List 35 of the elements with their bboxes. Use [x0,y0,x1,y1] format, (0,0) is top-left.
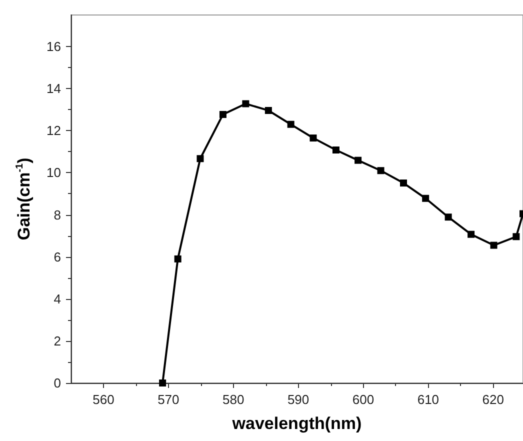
point [332,146,340,154]
point [196,155,204,162]
x-tick-label: 580 [222,392,244,407]
point [512,233,520,240]
point [468,230,475,238]
point [400,180,408,187]
point [310,134,317,142]
y-tick-label: 12 [46,123,61,138]
x-tick-label: 600 [352,392,374,407]
point [377,167,384,174]
point [287,120,294,128]
x-tick-label: 610 [417,392,440,407]
x-tick-label: 620 [482,392,504,407]
point [219,110,226,118]
x-tick-label: 590 [287,392,310,407]
point [159,380,166,386]
point [264,106,272,114]
y-tick-label: 0 [54,376,61,390]
point [354,156,362,164]
point [444,214,452,221]
point [422,194,430,202]
y-tick-label: 8 [54,207,61,222]
point [490,242,498,249]
point [174,255,182,262]
x-tick-label: 570 [158,392,180,407]
y-tick-label: 2 [54,333,61,348]
y-axis-title: Gain(cm-1) [14,158,34,240]
y-tick-label: 14 [46,81,61,96]
y-tick-label: 4 [54,291,61,306]
x-axis-title: wavelength(nm) [231,414,362,433]
y-tick-label: 6 [54,249,61,264]
x-tick-label: 560 [92,392,114,407]
point [242,100,250,108]
y-tick-label: 16 [46,39,61,54]
y-tick-label: 10 [46,165,61,180]
